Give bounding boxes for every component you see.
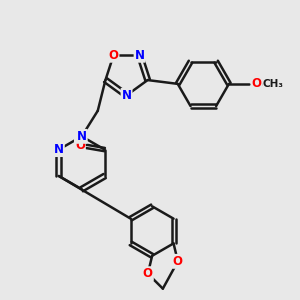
Text: O: O (75, 139, 85, 152)
Text: N: N (54, 143, 64, 156)
Text: CH₃: CH₃ (263, 79, 284, 89)
Text: N: N (122, 89, 131, 102)
Text: O: O (143, 267, 153, 280)
Text: N: N (77, 130, 87, 143)
Text: O: O (173, 255, 183, 268)
Text: O: O (252, 77, 262, 90)
Text: N: N (135, 49, 145, 62)
Text: O: O (109, 49, 118, 62)
